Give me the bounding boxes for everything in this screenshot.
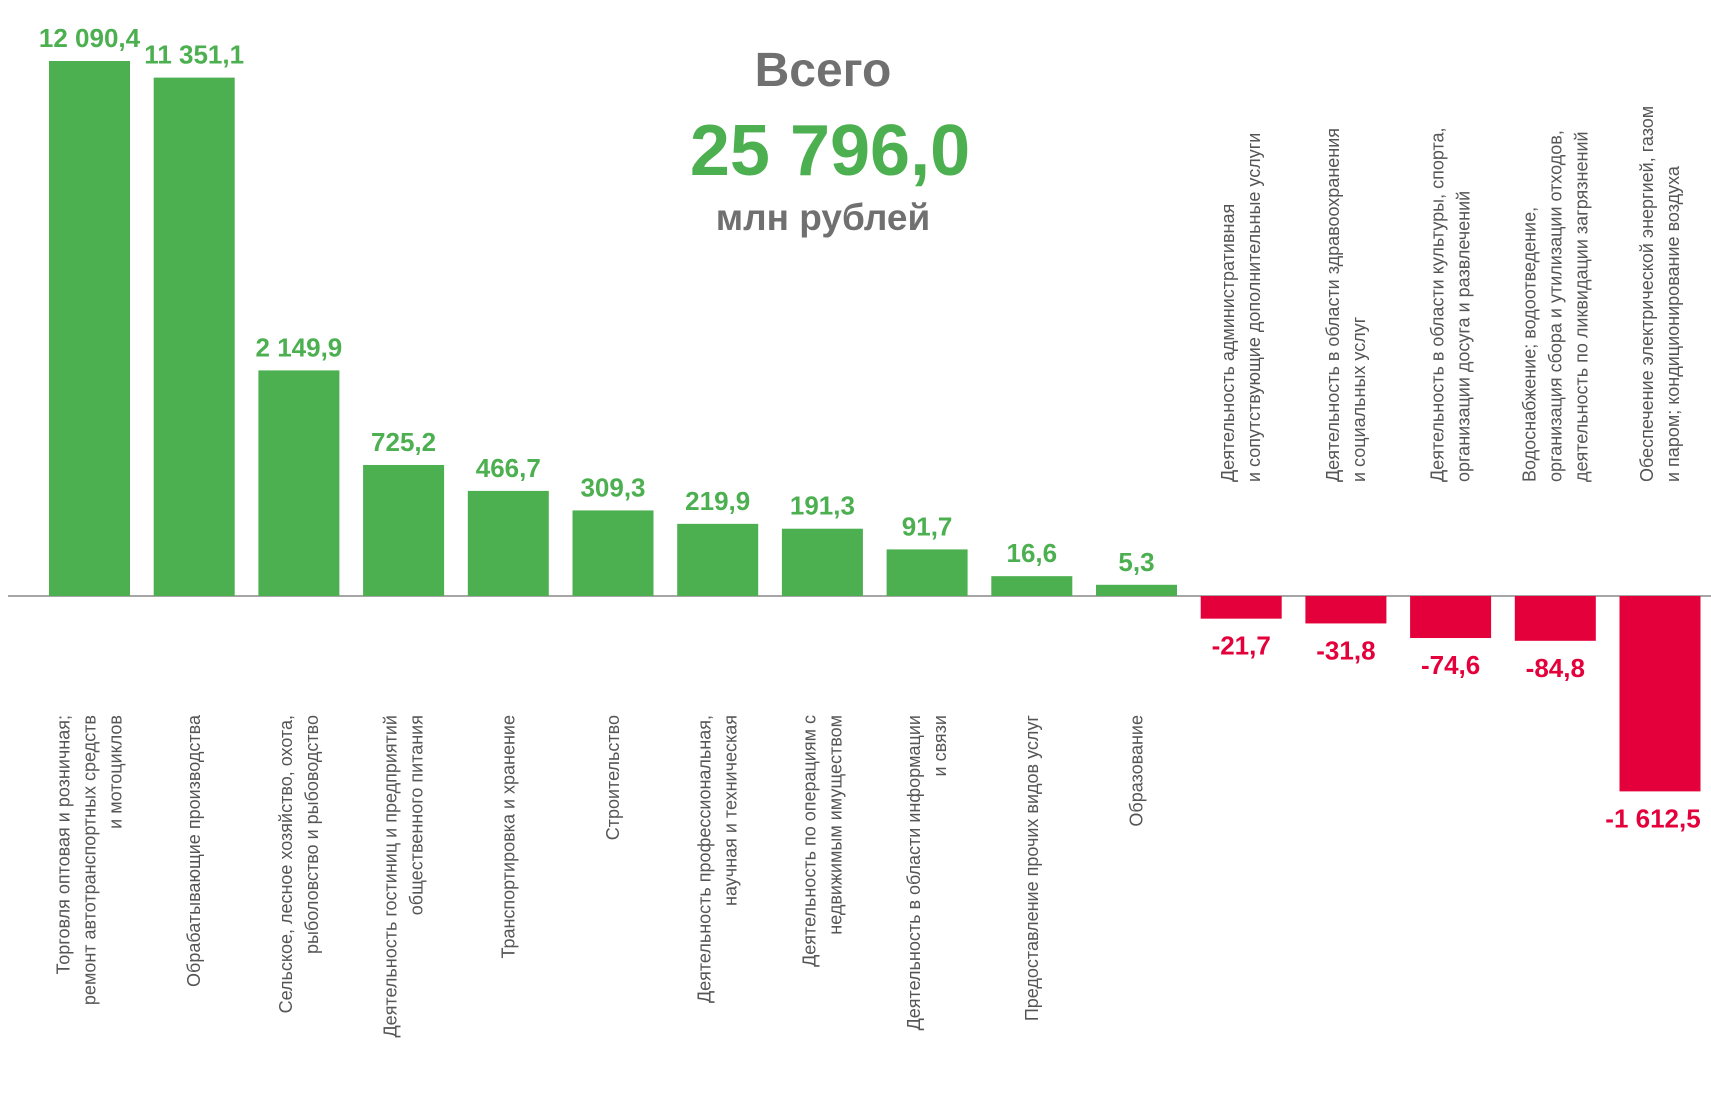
total-title: Всего xyxy=(755,44,892,97)
bar xyxy=(677,524,758,596)
bar xyxy=(887,549,968,596)
category-label: Деятельность административная xyxy=(1218,204,1238,482)
value-label: -1 612,5 xyxy=(1605,803,1700,833)
category-label: Деятельность гостиниц и предприятий xyxy=(381,715,401,1038)
bar xyxy=(154,78,235,596)
category-label: и связи xyxy=(930,715,950,776)
bar xyxy=(1410,596,1491,638)
category-label: общественного питания xyxy=(407,715,427,915)
category-label: недвижимым имуществом xyxy=(825,715,845,935)
value-label: 2 149,9 xyxy=(256,332,343,362)
value-label: 309,3 xyxy=(580,472,645,502)
value-label: 91,7 xyxy=(902,511,953,541)
bar xyxy=(49,61,130,596)
category-label: Строительство xyxy=(603,715,623,840)
bar xyxy=(1201,596,1282,619)
category-label: организация сбора и утилизации отходов, xyxy=(1545,130,1565,482)
category-label: Деятельность профессиональная, xyxy=(695,715,715,1003)
bar xyxy=(1096,585,1177,596)
category-label: Сельское, лесное хозяйство, охота, xyxy=(276,715,296,1013)
category-label: научная и техническая xyxy=(721,715,741,906)
value-label: -31,8 xyxy=(1316,635,1375,665)
category-label: Деятельность в области культуры, спорта, xyxy=(1428,127,1448,482)
bar xyxy=(363,465,444,596)
category-label: и сопутствующие дополнительные услуги xyxy=(1244,133,1264,482)
bar xyxy=(1305,596,1386,623)
category-label: Деятельность по операциям с xyxy=(799,715,819,967)
category-label: Предоставление прочих видов услуг xyxy=(1022,715,1042,1022)
category-label: и социальных услуг xyxy=(1349,316,1369,482)
category-label: и паром; кондиционирование воздуха xyxy=(1663,165,1683,482)
bar xyxy=(1620,596,1701,791)
bar xyxy=(782,529,863,596)
bar xyxy=(573,510,654,596)
category-label: Водоснабжение; водоотведение, xyxy=(1519,207,1539,482)
value-label: 16,6 xyxy=(1006,538,1057,568)
bar xyxy=(468,491,549,596)
category-label: деятельность по ликвидации загрязнений xyxy=(1571,131,1591,482)
value-label: 219,9 xyxy=(685,486,750,516)
category-label: Обеспечение электрической энергией, газо… xyxy=(1637,106,1657,482)
value-label: 5,3 xyxy=(1118,547,1154,577)
category-label: рыболовство и рыбоводство xyxy=(302,715,322,954)
category-label: Торговля оптовая и розничная; xyxy=(54,715,74,974)
category-label: и мотоциклов xyxy=(106,715,126,829)
bar xyxy=(1515,596,1596,641)
value-label: -74,6 xyxy=(1421,650,1480,680)
category-label: Деятельность в области информации xyxy=(904,715,924,1030)
value-label: 191,3 xyxy=(790,491,855,521)
category-label: Транспортировка и хранение xyxy=(498,715,518,959)
value-label: -21,7 xyxy=(1212,631,1271,661)
value-label: 725,2 xyxy=(371,427,436,457)
category-label: организации досуга и развлечений xyxy=(1454,191,1474,482)
category-label: Деятельность в области здравоохранения xyxy=(1323,128,1343,482)
value-label: 11 351,1 xyxy=(144,40,244,70)
category-label: ремонт автотранспортных средств xyxy=(80,715,100,1005)
value-label: 12 090,4 xyxy=(39,23,141,53)
value-label: 466,7 xyxy=(476,453,541,483)
total-unit: млн рублей xyxy=(716,197,930,238)
total-value: 25 796,0 xyxy=(690,111,970,191)
bar xyxy=(991,576,1072,596)
category-label: Образование xyxy=(1127,715,1147,827)
bar xyxy=(258,370,339,596)
value-label: -84,8 xyxy=(1526,653,1585,683)
chart: Всего 25 796,0 млн рублей 12 090,4 Торгов… xyxy=(0,0,1711,1097)
category-label: Обрабатывающие производства xyxy=(184,714,204,987)
